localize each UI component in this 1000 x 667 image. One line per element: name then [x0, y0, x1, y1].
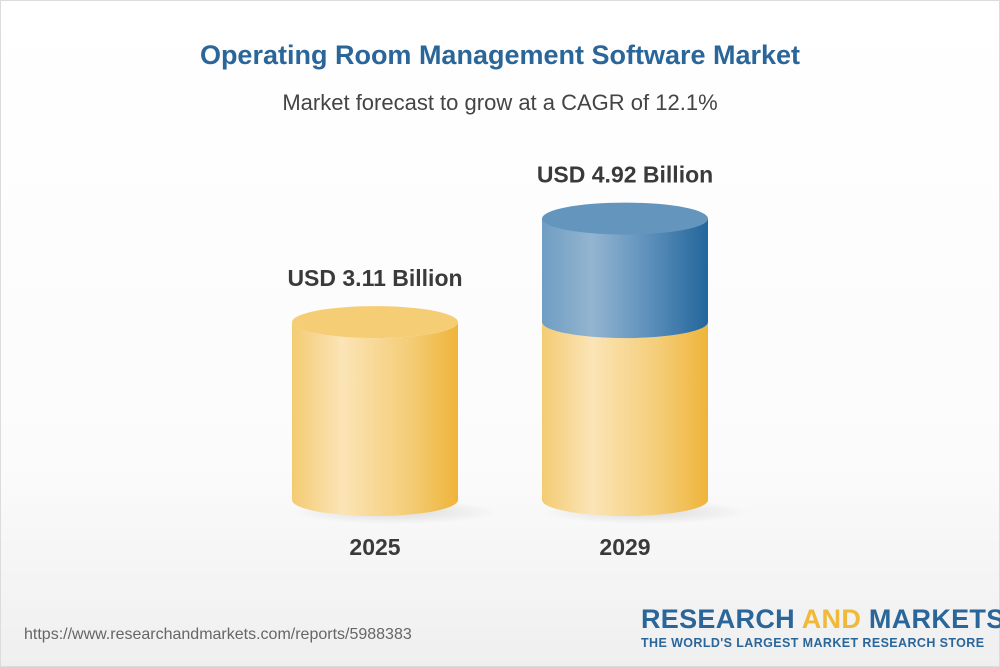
research-and-markets-logo: RESEARCH AND MARKETS THE WORLD'S LARGEST… — [641, 604, 1000, 650]
logo-text: RESEARCH — [641, 604, 802, 634]
bar-top — [292, 306, 458, 339]
chart-subtitle: Market forecast to grow at a CAGR of 12.… — [282, 90, 718, 115]
source-url[interactable]: https://www.researchandmarkets.com/repor… — [24, 626, 412, 643]
bar-top — [542, 202, 708, 235]
category-label: 2025 — [349, 534, 400, 560]
bar-2029-growth — [542, 218, 708, 339]
logo-text: MARKETS — [861, 604, 1000, 634]
category-label: 2029 — [599, 534, 650, 560]
bar-2029-base — [542, 322, 708, 516]
chart-title: Operating Room Management Software Marke… — [199, 40, 801, 70]
data-label: USD 3.11 Billion — [287, 265, 462, 291]
logo-tagline: THE WORLD'S LARGEST MARKET RESEARCH STOR… — [641, 636, 985, 650]
data-label: USD 4.92 Billion — [537, 162, 713, 188]
logo-text-and: AND — [801, 604, 862, 634]
bar-2025-base — [292, 322, 458, 516]
